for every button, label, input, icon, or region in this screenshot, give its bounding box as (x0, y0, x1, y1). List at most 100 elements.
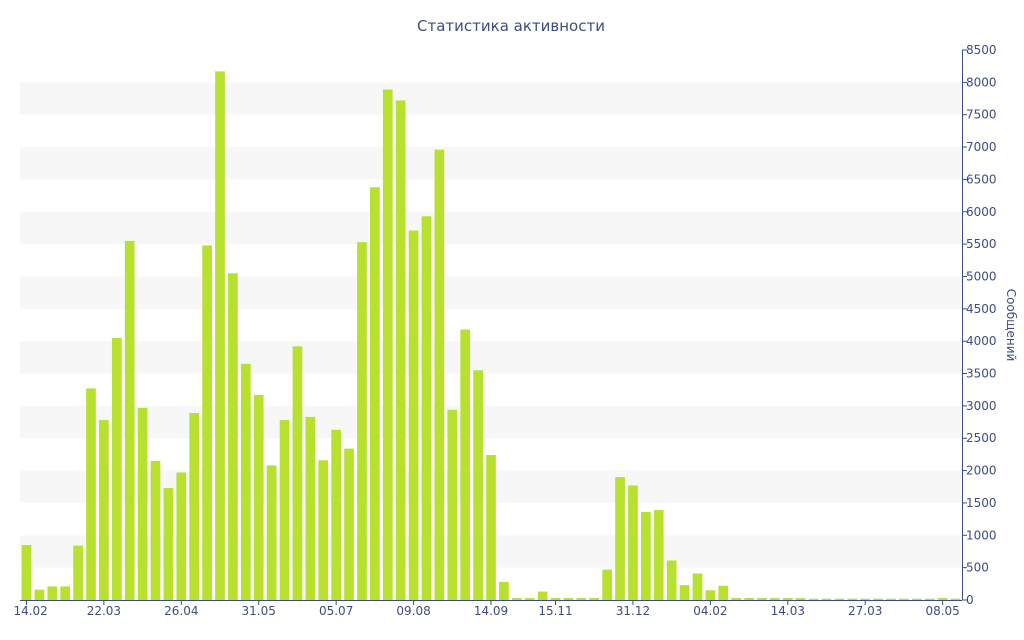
bar (731, 598, 742, 600)
bar (370, 187, 380, 600)
x-tick-label: 09.08 (396, 604, 430, 618)
bar (757, 598, 767, 600)
x-tick-label: 15.11 (538, 604, 572, 618)
bar (860, 598, 871, 600)
bar (718, 585, 729, 600)
bar (331, 429, 341, 600)
bar (176, 472, 187, 600)
bar (99, 420, 109, 600)
bar (460, 329, 471, 600)
y-tick-label: 500 (966, 561, 989, 575)
grid-band (20, 211, 962, 245)
bar (137, 407, 148, 600)
bar (357, 242, 367, 600)
bar (60, 586, 71, 600)
y-tick-label: 1000 (966, 528, 997, 542)
bar (202, 245, 212, 600)
bar (770, 598, 780, 600)
bar (240, 363, 251, 600)
chart-title: Статистика активности (417, 17, 605, 35)
bar (873, 598, 883, 600)
bar (511, 598, 522, 600)
y-tick-label: 3500 (966, 367, 997, 381)
x-tick-label: 31.12 (616, 604, 650, 618)
x-tick-label: 14.09 (474, 604, 508, 618)
x-tick-label: 08.05 (925, 604, 959, 618)
bar (253, 394, 264, 600)
x-tick-label: 26.04 (164, 604, 198, 618)
bar (279, 420, 290, 600)
y-tick-label: 4000 (966, 334, 997, 348)
y-tick-label: 6500 (966, 172, 997, 186)
bar (899, 598, 909, 600)
bar (834, 598, 845, 600)
bar (34, 589, 45, 600)
bar (628, 485, 638, 600)
y-tick-label: 2000 (966, 464, 997, 478)
bar (705, 590, 716, 600)
bar (305, 416, 316, 600)
grid-bands (20, 82, 962, 568)
bar (382, 89, 393, 600)
bar (473, 370, 483, 600)
bar (111, 337, 122, 600)
bar (641, 512, 651, 600)
bar (395, 100, 406, 600)
bar (150, 460, 161, 600)
bar (228, 273, 238, 600)
bar (615, 477, 625, 600)
y-tick-label: 0 (966, 593, 974, 607)
bar (795, 598, 806, 600)
bar (292, 346, 303, 600)
grid-band (20, 341, 962, 374)
x-tick-label: 27.03 (848, 604, 882, 618)
x-tick-label: 31.05 (242, 604, 276, 618)
x-tick-label: 22.03 (87, 604, 121, 618)
x-tick-label: 14.02 (13, 604, 47, 618)
y-tick-label: 2500 (966, 431, 997, 445)
bar-series (21, 71, 961, 601)
bar (563, 598, 574, 600)
y-tick-label: 8500 (966, 43, 997, 57)
bar (808, 598, 819, 600)
y-tick-label: 7000 (966, 140, 997, 154)
bar (163, 488, 174, 600)
y-tick-label: 1500 (966, 496, 997, 510)
y-tick-label: 5500 (966, 237, 997, 251)
x-tick-label: 04.02 (693, 604, 727, 618)
y-tick-label: 4500 (966, 302, 997, 316)
grid-band (20, 276, 962, 309)
bar (447, 409, 458, 600)
bar (408, 230, 419, 600)
bar (692, 573, 703, 600)
y-tick-label: 8000 (966, 75, 997, 89)
grid-band (20, 82, 962, 115)
bar (421, 216, 432, 601)
x-axis-ticks: 14.02 22.03 26.04 31.05 05.07 09.08 14.09 15.11… (13, 600, 960, 618)
y-tick-label: 5000 (966, 269, 997, 283)
bar (537, 591, 548, 600)
bar (847, 598, 858, 600)
y-axis-ticks: 0 500 1000 1500 2000 2500 3000 3500 4000 4500 5000… (962, 43, 997, 607)
bar (602, 569, 612, 600)
bar (937, 598, 948, 600)
bar (950, 598, 961, 600)
bar (924, 598, 935, 600)
bar (499, 581, 509, 600)
bar (215, 71, 225, 601)
bar (782, 598, 793, 600)
bar (744, 598, 754, 600)
grid-band (20, 147, 962, 180)
x-tick-label: 05.07 (319, 604, 353, 618)
y-tick-label: 6000 (966, 205, 997, 219)
bar (821, 598, 832, 600)
bar (886, 598, 896, 600)
y-tick-label: 3000 (966, 399, 997, 413)
bar (86, 388, 96, 600)
bar (589, 598, 600, 600)
y-axis-label: Сообщений (1004, 289, 1018, 362)
x-tick-label: 14.03 (771, 604, 805, 618)
bar (524, 598, 535, 600)
